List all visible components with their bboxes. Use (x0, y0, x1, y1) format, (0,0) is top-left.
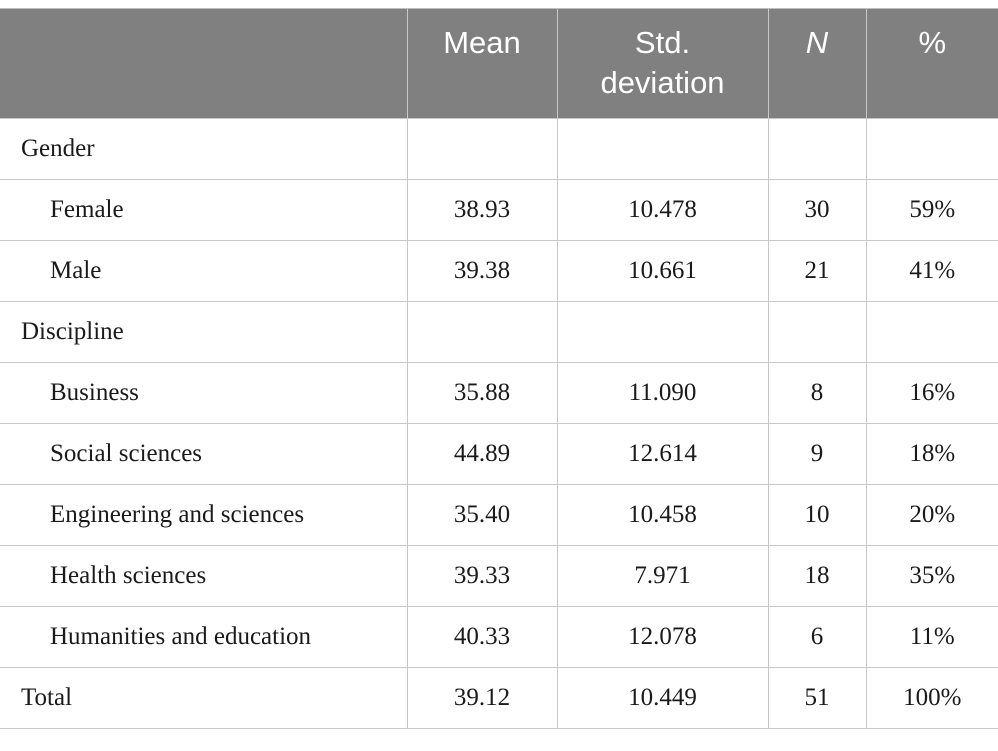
percent-cell: 41% (865, 240, 998, 302)
row-label: Engineering and sciences (0, 484, 408, 546)
mean-cell: 35.88 (406, 362, 558, 424)
percent-cell: 59% (865, 179, 998, 241)
mean-cell: 39.33 (406, 545, 558, 607)
table-row-business: Business 35.88 11.090 8 16% (0, 362, 998, 424)
sd-cell: 10.449 (556, 667, 769, 729)
mean-cell (406, 301, 558, 363)
sd-cell (556, 301, 769, 363)
mean-cell: 38.93 (406, 179, 558, 241)
percent-cell: 20% (865, 484, 998, 546)
n-cell: 18 (767, 545, 867, 607)
percent-cell: 100% (865, 667, 998, 729)
header-n: N (767, 8, 866, 119)
n-cell: 30 (767, 179, 867, 241)
row-label: Male (0, 240, 408, 302)
header-blank (0, 8, 407, 119)
header-row: Mean Std. deviation N % (0, 8, 998, 119)
n-cell (767, 118, 867, 180)
percent-cell (865, 301, 998, 363)
sd-cell: 11.090 (556, 362, 769, 424)
table-row-health-sciences: Health sciences 39.33 7.971 18 35% (0, 545, 998, 607)
header-std-line-2: deviation (600, 65, 725, 100)
row-label: Gender (0, 118, 408, 180)
row-label: Total (0, 667, 408, 729)
row-label: Humanities and education (0, 606, 408, 668)
row-label: Social sciences (0, 423, 408, 485)
row-label: Business (0, 362, 408, 424)
mean-cell: 39.12 (406, 667, 558, 729)
row-label: Discipline (0, 301, 408, 363)
mean-cell: 39.38 (406, 240, 558, 302)
percent-cell: 16% (865, 362, 998, 424)
n-cell: 21 (767, 240, 867, 302)
statistics-table: Mean Std. deviation N % Gender Female 38… (0, 8, 998, 729)
mean-cell: 35.40 (406, 484, 558, 546)
table-row-engineering: Engineering and sciences 35.40 10.458 10… (0, 484, 998, 546)
sd-cell: 10.458 (556, 484, 769, 546)
sd-cell: 12.078 (556, 606, 769, 668)
sd-cell: 12.614 (556, 423, 769, 485)
row-label: Female (0, 179, 408, 241)
sd-cell: 7.971 (556, 545, 769, 607)
percent-cell: 18% (865, 423, 998, 485)
n-cell: 9 (767, 423, 867, 485)
table-row-humanities: Humanities and education 40.33 12.078 6 … (0, 606, 998, 668)
group-row-gender: Gender (0, 118, 998, 180)
mean-cell: 44.89 (406, 423, 558, 485)
n-cell: 51 (767, 667, 867, 729)
mean-cell: 40.33 (406, 606, 558, 668)
n-cell (767, 301, 867, 363)
n-cell: 6 (767, 606, 867, 668)
sd-cell: 10.478 (556, 179, 769, 241)
table-row-social-sciences: Social sciences 44.89 12.614 9 18% (0, 423, 998, 485)
row-label: Health sciences (0, 545, 408, 607)
sd-cell: 10.661 (556, 240, 769, 302)
group-row-discipline: Discipline (0, 301, 998, 363)
mean-cell (406, 118, 558, 180)
n-cell: 10 (767, 484, 867, 546)
percent-cell: 11% (865, 606, 998, 668)
header-std-deviation: Std. deviation (556, 8, 768, 119)
header-std-line-1: Std. (634, 25, 691, 60)
percent-cell (865, 118, 998, 180)
table-row-male: Male 39.38 10.661 21 41% (0, 240, 998, 302)
header-mean: Mean (406, 8, 557, 119)
sd-cell (556, 118, 769, 180)
table-row-female: Female 38.93 10.478 30 59% (0, 179, 998, 241)
n-cell: 8 (767, 362, 867, 424)
percent-cell: 35% (865, 545, 998, 607)
total-row: Total 39.12 10.449 51 100% (0, 667, 998, 729)
header-percent: % (865, 8, 998, 119)
